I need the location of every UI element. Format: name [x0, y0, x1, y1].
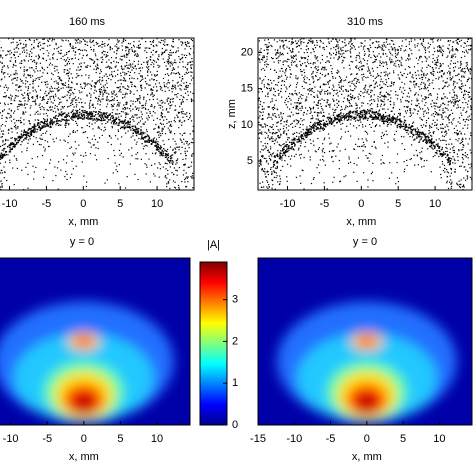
x-tick-label: 10 — [429, 198, 441, 210]
colorbar-tick-label: 1 — [232, 377, 238, 389]
colorbar-tick-label: 0 — [232, 419, 238, 431]
x-axis-label: x, mm — [68, 216, 98, 228]
plot-frame — [257, 37, 473, 191]
x-axis-label: x, mm — [352, 451, 382, 463]
x-tick-label: 10 — [151, 198, 163, 210]
colorbar — [199, 261, 228, 426]
plot-frame — [0, 37, 195, 191]
x-tick-label: -10 — [280, 198, 296, 210]
y-tick-label: 10 — [241, 119, 253, 131]
x-tick-label: 5 — [400, 433, 406, 445]
y-axis-label: z, mm — [226, 99, 238, 129]
colorbar-tick-label: 2 — [232, 335, 238, 347]
x-tick-label: 0 — [81, 433, 87, 445]
panel-title: 160 ms — [69, 16, 106, 28]
x-tick-label: 5 — [117, 433, 123, 445]
scatter-panel — [258, 38, 472, 190]
x-tick-label: 0 — [80, 198, 86, 210]
x-axis-label: x, mm — [69, 451, 99, 463]
y-tick-label: 5 — [247, 155, 253, 167]
x-tick-label: -15 — [250, 433, 266, 445]
x-tick-label: -10 — [286, 433, 302, 445]
x-axis-label: x, mm — [346, 216, 376, 228]
x-tick-label: -5 — [42, 198, 52, 210]
x-tick-label: 0 — [364, 433, 370, 445]
scatter-panel — [0, 38, 194, 190]
colorbar-label: |A| — [207, 239, 220, 251]
panel-title: y = 0 — [70, 236, 94, 248]
colorbar-tick-label: 3 — [232, 294, 238, 306]
plot-frame — [257, 257, 473, 426]
panel-title: 310 ms — [347, 16, 384, 28]
x-tick-label: 5 — [395, 198, 401, 210]
plot-frame — [0, 257, 191, 426]
x-tick-label: -5 — [42, 433, 52, 445]
panel-title: y = 0 — [353, 236, 377, 248]
y-tick-label: 15 — [241, 83, 253, 95]
heatmap-panel — [0, 258, 190, 425]
x-tick-label: -10 — [3, 433, 19, 445]
x-tick-label: -10 — [2, 198, 18, 210]
x-tick-label: 5 — [117, 198, 123, 210]
x-tick-label: -5 — [320, 198, 330, 210]
x-tick-label: -5 — [326, 433, 336, 445]
x-tick-label: 0 — [358, 198, 364, 210]
x-tick-label: 10 — [151, 433, 163, 445]
x-tick-label: 10 — [433, 433, 445, 445]
y-tick-label: 20 — [241, 46, 253, 58]
heatmap-panel — [258, 258, 472, 425]
